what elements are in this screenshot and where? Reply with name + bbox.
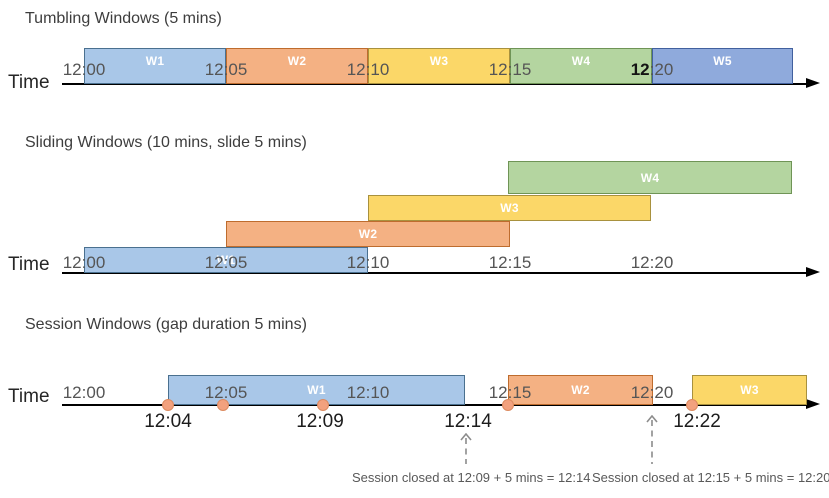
window-w4: W4 xyxy=(508,161,792,194)
time-axis-label: Time xyxy=(8,386,50,407)
window-label: W4 xyxy=(571,54,591,68)
window-w2: W2 xyxy=(508,375,653,405)
time-tick-label: 12:05 xyxy=(204,60,248,79)
window-label: W3 xyxy=(740,383,759,397)
window-label: W1 xyxy=(307,383,326,397)
up-arrow-icon xyxy=(644,414,660,469)
time-axis-label: Time xyxy=(8,72,50,93)
time-tick-label: 12:10 xyxy=(346,383,390,402)
window-w2: W2 xyxy=(226,221,510,247)
window-w1: W1 xyxy=(84,247,368,273)
timeline-axis xyxy=(62,83,806,85)
window-label: W4 xyxy=(640,170,660,185)
window-label: W2 xyxy=(287,54,307,68)
time-tick-label: 12:10 xyxy=(346,253,390,272)
time-tick-label: 12:15 xyxy=(488,60,532,79)
time-tick-label: 12:20 xyxy=(630,253,674,272)
time-tick-label: 12:20 xyxy=(630,60,674,79)
event-time-label: 12:09 xyxy=(296,411,344,432)
section-title: Sliding Windows (10 mins, slide 5 mins) xyxy=(25,134,307,151)
time-tick-label: 12:15 xyxy=(488,383,532,402)
timeline-axis xyxy=(62,404,806,406)
up-arrow-icon xyxy=(458,432,474,469)
event-time-label: 12:04 xyxy=(144,411,192,432)
window-w3: W3 xyxy=(368,48,510,84)
section-title: Tumbling Windows (5 mins) xyxy=(25,10,222,27)
session-closed-annotation: Session closed at 12:15 + 5 mins = 12:20 xyxy=(592,470,829,485)
window-label: W1 xyxy=(216,253,236,267)
time-tick-label: 12:05 xyxy=(204,383,248,402)
window-label: W3 xyxy=(429,54,449,68)
event-dot xyxy=(162,399,174,411)
time-axis-label: Time xyxy=(8,254,50,275)
event-dot xyxy=(686,399,698,411)
timeline-arrowhead-icon xyxy=(806,78,820,88)
window-w1: W1 xyxy=(168,375,465,405)
window-label: W1 xyxy=(145,54,165,68)
window-label: W5 xyxy=(713,54,732,68)
window-w3: W3 xyxy=(368,195,651,221)
window-label: W2 xyxy=(571,383,590,397)
time-tick-label: 12:20 xyxy=(630,383,674,402)
timeline-arrowhead-icon xyxy=(806,267,820,277)
window-label: W3 xyxy=(500,201,519,215)
time-tick-label: 12:15 xyxy=(488,253,532,272)
session-closed-annotation: Session closed at 12:09 + 5 mins = 12:14 xyxy=(352,470,591,485)
event-time-label: 12:22 xyxy=(673,411,721,432)
window-w1: W1 xyxy=(84,48,226,84)
time-tick-label: 12:00 xyxy=(62,60,106,79)
event-time-label: 12:14 xyxy=(444,411,492,432)
event-dot xyxy=(217,399,229,411)
timeline-axis xyxy=(62,272,806,274)
time-tick-label: 12:10 xyxy=(346,60,390,79)
window-w3: W3 xyxy=(692,375,807,405)
window-w2: W2 xyxy=(226,48,368,84)
event-dot xyxy=(317,399,329,411)
time-tick-label: 12:00 xyxy=(62,253,106,272)
time-tick-label: 12:00 xyxy=(62,383,106,402)
window-w4: W4 xyxy=(510,48,652,84)
event-dot xyxy=(502,399,514,411)
window-label: W2 xyxy=(358,227,378,241)
section-title: Session Windows (gap duration 5 mins) xyxy=(25,316,307,333)
timeline-arrowhead-icon xyxy=(806,399,820,409)
time-tick-label: 12:05 xyxy=(204,253,248,272)
window-w5: W5 xyxy=(652,48,793,84)
